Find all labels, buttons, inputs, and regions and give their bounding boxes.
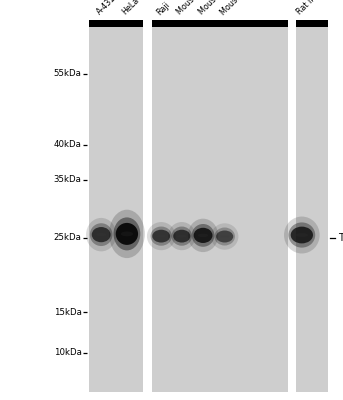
Bar <box>152 20 288 392</box>
Ellipse shape <box>90 223 113 246</box>
Ellipse shape <box>168 222 196 250</box>
Ellipse shape <box>220 235 229 238</box>
Ellipse shape <box>152 230 170 242</box>
Ellipse shape <box>188 219 218 252</box>
Ellipse shape <box>193 228 212 243</box>
Ellipse shape <box>151 226 172 246</box>
Ellipse shape <box>116 223 138 245</box>
Ellipse shape <box>192 224 214 247</box>
Ellipse shape <box>284 216 320 254</box>
Text: 25kDa: 25kDa <box>54 233 82 242</box>
Ellipse shape <box>147 222 176 250</box>
Bar <box>89 20 143 392</box>
Ellipse shape <box>214 228 235 246</box>
Ellipse shape <box>172 226 192 246</box>
Bar <box>296 20 328 27</box>
Ellipse shape <box>211 223 238 250</box>
Text: Rat liver: Rat liver <box>295 0 326 17</box>
Ellipse shape <box>288 222 315 248</box>
Ellipse shape <box>173 230 190 242</box>
Text: TMED9: TMED9 <box>338 233 343 243</box>
Ellipse shape <box>198 234 208 237</box>
Ellipse shape <box>121 232 133 236</box>
Text: Mouse brain: Mouse brain <box>197 0 238 17</box>
Text: 15kDa: 15kDa <box>54 308 82 316</box>
Text: 40kDa: 40kDa <box>54 140 82 149</box>
Ellipse shape <box>296 233 308 237</box>
Text: 55kDa: 55kDa <box>54 70 82 78</box>
Ellipse shape <box>92 227 111 242</box>
Text: HeLa: HeLa <box>120 0 141 17</box>
Text: A-431: A-431 <box>95 0 118 17</box>
Ellipse shape <box>86 218 116 251</box>
Ellipse shape <box>109 210 145 258</box>
Ellipse shape <box>216 230 233 242</box>
Text: 35kDa: 35kDa <box>54 176 82 184</box>
Bar <box>296 20 328 392</box>
Ellipse shape <box>96 233 106 236</box>
Ellipse shape <box>291 227 313 244</box>
Bar <box>152 20 288 27</box>
Text: Mouse lung: Mouse lung <box>218 0 257 17</box>
Text: Raji: Raji <box>155 0 172 17</box>
Ellipse shape <box>114 218 140 250</box>
Bar <box>89 20 143 27</box>
Text: Mouse liver: Mouse liver <box>175 0 214 17</box>
Ellipse shape <box>156 235 166 238</box>
Ellipse shape <box>177 235 187 238</box>
Text: 10kDa: 10kDa <box>54 348 82 358</box>
